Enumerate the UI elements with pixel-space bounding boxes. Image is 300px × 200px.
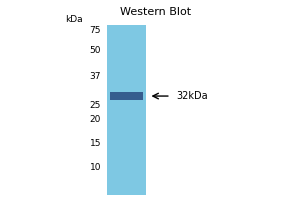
Text: kDa: kDa — [65, 15, 83, 24]
Text: 37: 37 — [89, 72, 101, 81]
FancyBboxPatch shape — [110, 92, 142, 100]
Text: 32kDa: 32kDa — [177, 91, 208, 101]
Text: 75: 75 — [89, 26, 101, 35]
FancyBboxPatch shape — [107, 25, 146, 195]
Text: 15: 15 — [89, 139, 101, 148]
Text: 10: 10 — [89, 163, 101, 172]
Text: 20: 20 — [90, 115, 101, 124]
Text: 50: 50 — [89, 46, 101, 55]
Text: Western Blot: Western Blot — [120, 7, 191, 17]
Text: 25: 25 — [90, 101, 101, 110]
